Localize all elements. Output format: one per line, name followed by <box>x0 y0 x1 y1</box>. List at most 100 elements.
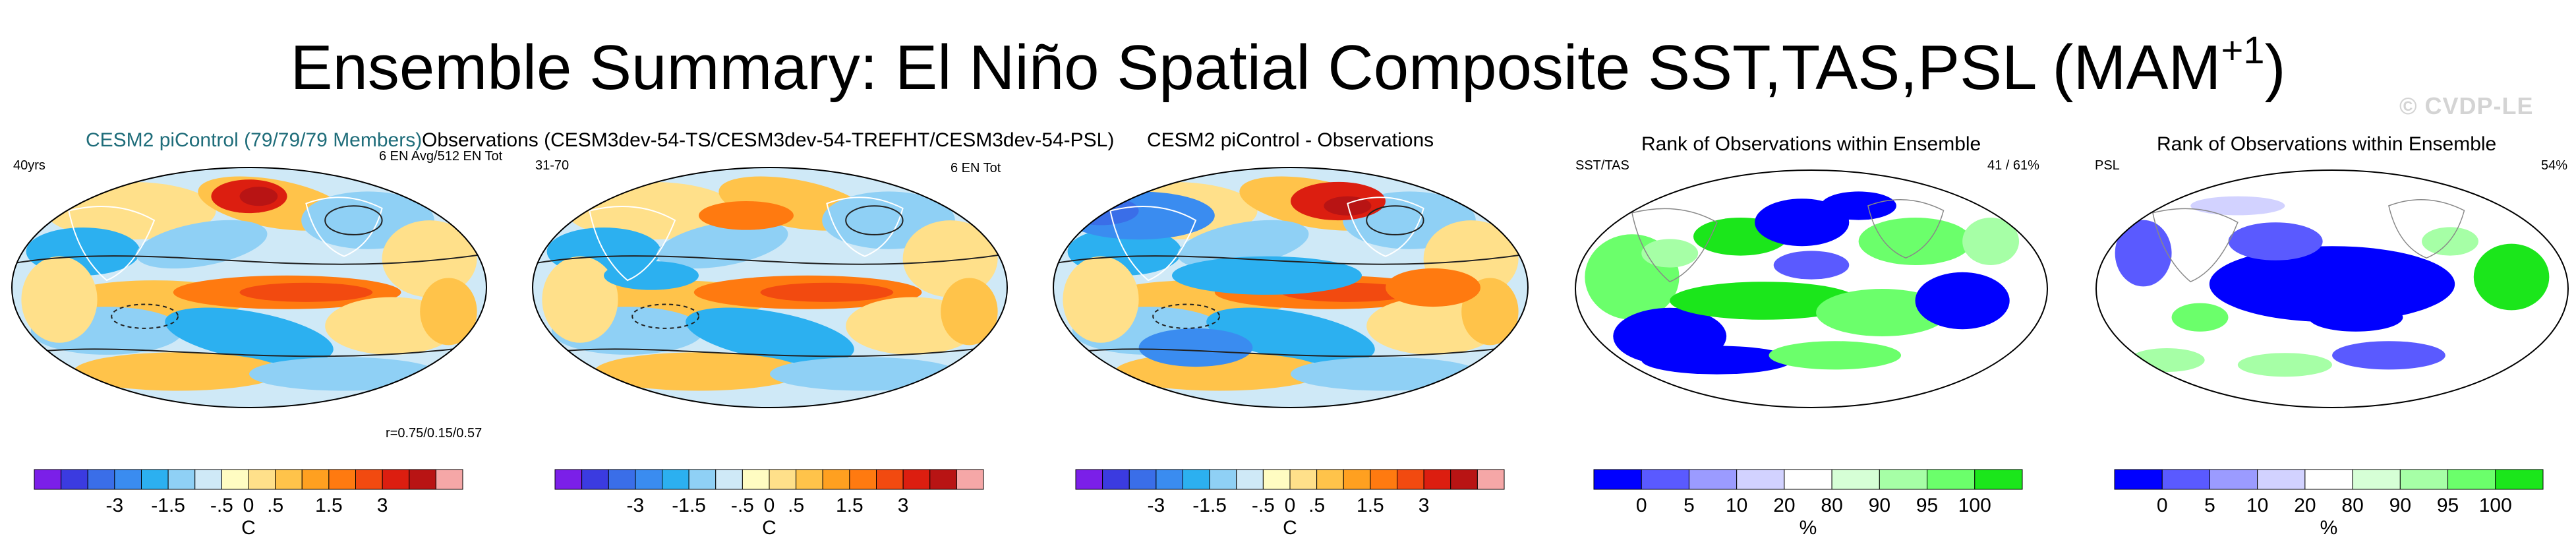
map-1-patch <box>239 187 278 206</box>
colorbar-1-swatch <box>194 469 222 490</box>
colorbar-3-swatch <box>1102 469 1130 490</box>
map-5-patch <box>2308 303 2403 332</box>
map-3-patch <box>1063 256 1139 343</box>
colorbar-5-swatch <box>2257 469 2306 490</box>
colorbar-5-swatch <box>2114 469 2163 490</box>
colorbar-3-swatch <box>1370 469 1397 490</box>
map-4-border <box>1575 169 2048 408</box>
map-1-contours <box>12 205 486 357</box>
panel-4-header: Rank of Observations within Ensemble <box>1641 133 1981 155</box>
colorbar-2: -3 -1.5 -.5 0 .5 1.5 3 C <box>554 469 984 539</box>
colorbar-3-tick-label: 3 <box>1419 495 1430 516</box>
colorbar-3-swatch <box>1128 469 1157 490</box>
colorbar-2-unit: C <box>762 517 776 539</box>
colorbar-4-tick-label: 10 <box>1726 495 1747 516</box>
colorbar-3-swatch <box>1316 469 1344 490</box>
colorbar-2-swatch <box>608 469 636 490</box>
colorbar-1-unit: C <box>241 517 256 539</box>
colorbar-2-swatch <box>688 469 717 490</box>
map-1-continents <box>68 197 383 282</box>
colorbar-4-swatch <box>1879 469 1928 490</box>
map-3-border <box>1053 167 1529 408</box>
map-2-contour-loop <box>845 205 904 235</box>
colorbar-1-swatch <box>301 469 330 490</box>
figure-title: Ensemble Summary: El Niño Spatial Compos… <box>0 18 2576 104</box>
map-2-patch <box>902 220 998 297</box>
colorbar-2-tick-label: 1.5 <box>836 495 864 516</box>
colorbar-1-swatch <box>382 469 410 490</box>
colorbar-1-swatch <box>167 469 196 490</box>
colorbar-3-tick-label: -3 <box>1148 495 1165 516</box>
colorbar-2-swatch <box>929 469 957 490</box>
colorbar-2-swatch <box>796 469 823 490</box>
colorbar-5-tick-label: 90 <box>2389 495 2411 516</box>
map-1-continent-outline <box>68 206 156 282</box>
colorbar-4-swatch <box>1974 469 2023 490</box>
map-1-patch <box>136 220 268 269</box>
map-3-contour-loop <box>1152 303 1220 329</box>
colorbar-2-swatch <box>715 469 743 490</box>
map-4-patch <box>1858 218 1972 265</box>
colorbar-4-tick-label: 5 <box>1683 495 1695 516</box>
colorbar-5-swatch <box>2304 469 2353 490</box>
panel-4-percent-label: 41 / 61% <box>1987 158 2039 173</box>
colorbar-2-swatch <box>581 469 609 490</box>
colorbar-1-swatch <box>248 469 276 490</box>
colorbar-4-tick-label: 80 <box>1821 495 1842 516</box>
map-1-patch <box>239 282 373 302</box>
colorbar-3-swatch <box>1477 469 1505 490</box>
map-5-patch <box>2190 196 2285 216</box>
colorbar-1-swatch <box>61 469 88 490</box>
colorbar-3-tick-label: .5 <box>1308 495 1325 516</box>
map-4-patch <box>1962 218 2020 265</box>
colorbar-5-unit: % <box>2320 517 2338 539</box>
colorbar-4-tick-label: 100 <box>1958 495 1991 516</box>
map-3-patch <box>1386 268 1480 307</box>
panel-2-count-label: 6 EN Tot <box>951 161 1001 175</box>
panel-1-correlation-label: r=0.75/0.15/0.57 <box>386 426 483 441</box>
map-1-contour-line <box>12 253 486 265</box>
map-4-patch <box>1915 272 2010 330</box>
map-2-contour-line <box>533 344 1007 357</box>
colorbar-3-swatch <box>1397 469 1424 490</box>
colorbar-4-swatch <box>1784 469 1832 490</box>
map-2-patch <box>770 357 960 391</box>
cvdp-watermark: © CVDP-LE <box>2399 92 2534 119</box>
map-1-field <box>12 168 486 408</box>
colorbar-1-swatch <box>141 469 169 490</box>
map-5-patch <box>2209 246 2455 322</box>
colorbar-3-swatch <box>1262 469 1291 490</box>
map-1-border <box>11 167 487 408</box>
colorbar-3-tick-label: -1.5 <box>1192 495 1227 516</box>
colorbar-2-tick-label: .5 <box>788 495 804 516</box>
colorbar-4: 0 5 10 20 80 90 95 100% <box>1593 469 2023 539</box>
map-2-patch <box>657 220 788 269</box>
colorbar-2-swatch <box>662 469 689 490</box>
colorbar-4-swatch <box>1736 469 1785 490</box>
colorbar-5-swatch <box>2495 469 2544 490</box>
map-2-patch <box>699 200 794 230</box>
colorbar-5-tick-label: 20 <box>2294 495 2316 516</box>
map-3-contour-loop <box>1366 205 1424 235</box>
colorbar-2-swatch <box>902 469 931 490</box>
map-5-patch <box>2228 222 2323 260</box>
map-1-patch <box>165 307 334 364</box>
colorbar-2-swatch <box>849 469 877 490</box>
map-4-patch <box>1816 289 1948 336</box>
colorbar-1-tick-label: 3 <box>377 495 388 516</box>
colorbar-5-swatch <box>2447 469 2496 490</box>
colorbar-5-swatch <box>2399 469 2449 490</box>
colorbar-3-swatch <box>1209 469 1237 490</box>
colorbar-2-swatch <box>822 469 850 490</box>
map-3-continents <box>1109 197 1424 282</box>
map-5-patch <box>2473 243 2550 311</box>
colorbar-1-swatch <box>435 469 463 490</box>
colorbar-1-tick-label: -.5 <box>210 495 233 516</box>
panel-5-variable-label: PSL <box>2095 158 2120 173</box>
map-5-patch <box>2237 353 2332 377</box>
colorbar-4-unit: % <box>1800 517 1817 539</box>
map-2-patch <box>542 256 618 343</box>
map-2-continent-outline <box>589 206 676 282</box>
map-5-continent-outline <box>2388 199 2465 259</box>
panel-1-count-label: 6 EN Avg/512 EN Tot <box>379 149 503 164</box>
